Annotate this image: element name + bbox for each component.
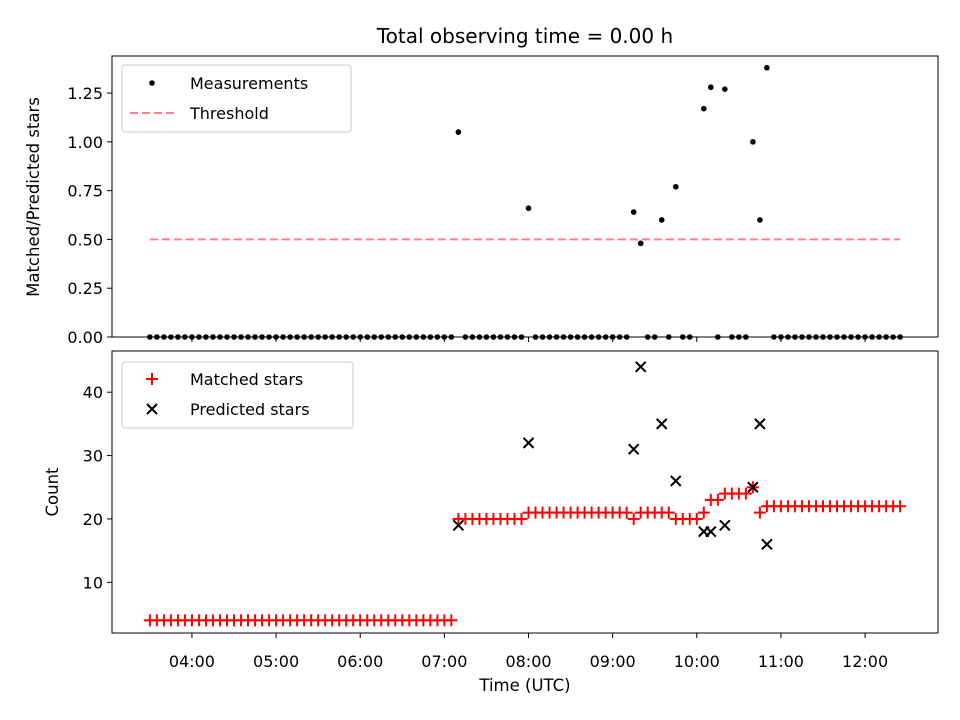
x-tick-label: 06:00 xyxy=(337,652,383,671)
x-tick-label: 09:00 xyxy=(590,652,636,671)
y-tick-label: 0.50 xyxy=(67,230,103,249)
bottom-legend-box xyxy=(121,361,354,429)
matched-star-marker xyxy=(894,500,907,513)
predicted-star-marker xyxy=(719,519,731,531)
y-tick-label: 40 xyxy=(83,383,103,402)
predicted-star-marker xyxy=(747,481,759,493)
bottom-legend: Matched stars Predicted stars xyxy=(121,361,354,429)
predicted-star-marker xyxy=(627,443,640,455)
top-panel: 0.00 0.25 0.50 0.75 1.00 1.25 Matched/Predict… xyxy=(24,55,939,347)
predicted-star-marker xyxy=(656,418,668,430)
matched-star-marker xyxy=(697,506,710,519)
bottom-panel: 10 20 30 40 04:00 05:00 06:00 07:00 08:00 09:00 10… xyxy=(43,350,939,671)
x-axis-label: Time (UTC) xyxy=(478,676,570,695)
y-tick-label: 0.75 xyxy=(67,182,103,201)
predicted-star-marker xyxy=(452,519,465,531)
y-tick-label: 0.25 xyxy=(67,279,103,298)
top-legend-box xyxy=(121,64,352,133)
matched-star-marker xyxy=(627,512,640,525)
measurement-point xyxy=(630,209,637,215)
bottom-axes-frame xyxy=(111,350,939,634)
bottom-plot-area xyxy=(143,361,907,627)
measurement-point xyxy=(722,86,728,92)
y-tick-label: 10 xyxy=(83,573,103,592)
measurement-point xyxy=(658,217,665,223)
matched-star-marker xyxy=(690,512,703,525)
matched-star-marker xyxy=(620,506,633,519)
bottom-axis-ticks: 10 20 30 40 04:00 05:00 06:00 07:00 08:00 09:00 10… xyxy=(83,383,888,671)
y-tick-label: 20 xyxy=(83,510,103,529)
predicted-star-marker xyxy=(634,361,647,373)
legend-plus-marker xyxy=(146,373,158,385)
y-tick-label: 30 xyxy=(83,447,103,466)
measurement-point xyxy=(455,129,462,135)
x-tick-label: 07:00 xyxy=(421,652,467,671)
bottom-y-axis-label: Count xyxy=(43,467,62,517)
chart-title: Total observing time = 0.00 h xyxy=(376,24,673,48)
predicted-star-marker xyxy=(705,525,717,538)
top-axis-ticks: 0.00 0.25 0.50 0.75 1.00 1.25 xyxy=(67,84,866,347)
x-tick-label: 11:00 xyxy=(758,652,804,671)
measurement-point xyxy=(764,64,770,71)
x-tick-label: 04:00 xyxy=(169,652,215,671)
y-tick-label: 0.00 xyxy=(67,328,103,347)
top-y-axis-label: Matched/Predicted stars xyxy=(24,97,43,297)
predicted-star-marker xyxy=(522,437,535,449)
matched-star-marker xyxy=(711,493,724,506)
top-legend: Measurements Threshold xyxy=(121,64,352,133)
measurement-point xyxy=(750,139,756,145)
measurement-point xyxy=(708,84,714,91)
legend-x-marker xyxy=(146,403,158,415)
legend-threshold-label: Threshold xyxy=(189,104,269,123)
y-tick-label: 1.00 xyxy=(67,133,103,152)
measurement-point xyxy=(757,217,763,223)
y-tick-label: 1.25 xyxy=(67,84,103,103)
measurement-point xyxy=(701,105,707,112)
matched-star-marker xyxy=(515,512,528,525)
measurement-point xyxy=(637,240,644,247)
measurement-point xyxy=(672,183,679,190)
x-tick-label: 12:00 xyxy=(842,652,888,671)
top-axes-frame xyxy=(111,55,939,338)
x-tick-label: 08:00 xyxy=(505,652,551,671)
matched-star-marker xyxy=(662,506,675,519)
x-tick-label: 10:00 xyxy=(674,652,720,671)
predicted-star-marker xyxy=(754,418,766,430)
legend-predicted-label: Predicted stars xyxy=(190,400,310,419)
x-tick-label: 05:00 xyxy=(253,652,299,671)
matched-star-marker xyxy=(739,487,752,500)
legend-matched-label: Matched stars xyxy=(190,370,303,389)
legend-measurements-label: Measurements xyxy=(190,74,308,93)
predicted-star-marker xyxy=(761,538,773,550)
matched-star-marker xyxy=(753,506,766,519)
matched-star-marker xyxy=(445,614,458,627)
predicted-star-marker xyxy=(670,475,682,487)
legend-dot-marker xyxy=(149,80,155,86)
measurement-point xyxy=(525,205,532,212)
